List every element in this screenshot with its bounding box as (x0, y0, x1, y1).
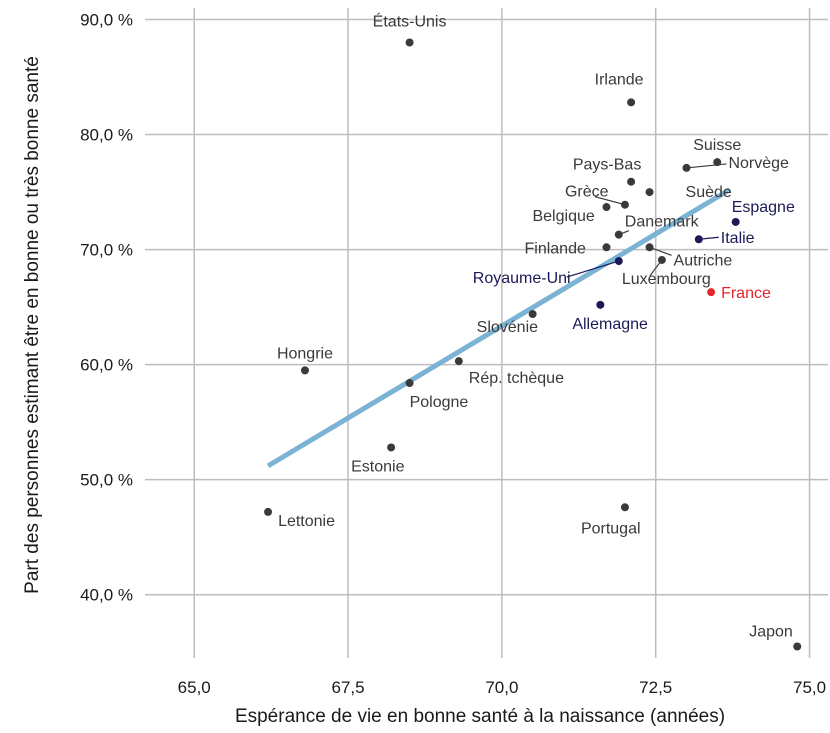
data-point (264, 507, 273, 516)
y-tick-label: 50,0 % (80, 471, 133, 490)
data-point (645, 188, 654, 197)
data-point (694, 235, 703, 244)
data-point (602, 203, 611, 212)
data-point (645, 243, 654, 252)
y-axis-title: Part des personnes estimant être en bonn… (22, 56, 43, 594)
y-tick-label: 80,0 % (80, 126, 133, 145)
point-label: Suisse (693, 137, 741, 154)
x-tick-label: 70,0 (485, 678, 518, 697)
point-label: Norvège (728, 155, 789, 172)
point-label: Lettonie (278, 513, 335, 530)
data-point (596, 300, 605, 309)
y-tick-label: 90,0 % (80, 11, 133, 30)
x-tick-label: 65,0 (178, 678, 211, 697)
point-label: Slovénie (477, 319, 538, 336)
point-label: Hongrie (277, 345, 333, 362)
data-point (793, 642, 802, 651)
data-point (627, 177, 636, 186)
data-point (614, 257, 623, 266)
y-tick-label: 60,0 % (80, 356, 133, 375)
point-label: Pays-Bas (573, 157, 641, 174)
tick-labels: 65,0 67,5 70,0 72,5 75,0 40,0 % 50,0 % 60,0 % 70… (80, 11, 826, 697)
leader-line (566, 260, 619, 278)
point-label: Finlande (524, 240, 585, 257)
point-label: Pologne (410, 394, 469, 411)
data-point (713, 158, 722, 167)
data-point (731, 217, 740, 226)
data-point (387, 443, 396, 452)
x-axis-title: Espérance de vie en bonne santé à la nai… (235, 706, 725, 727)
point-label: Royaume-Uni (473, 270, 571, 287)
data-point (682, 163, 691, 172)
x-tick-label: 72,5 (639, 678, 672, 697)
point-label: Italie (721, 230, 755, 247)
data-point (405, 38, 414, 47)
trend-line (266, 187, 731, 469)
data-point (300, 366, 309, 375)
point-label: Espagne (732, 199, 795, 216)
point-label: Luxembourg (622, 271, 711, 288)
data-point (602, 243, 611, 252)
data-point (614, 230, 623, 239)
x-tick-label: 75,0 (793, 678, 826, 697)
point-label: États-Unis (373, 12, 447, 31)
data-point (707, 288, 716, 297)
point-label: France (721, 285, 771, 302)
data-point (454, 357, 463, 366)
point-label: Grèce (565, 184, 609, 201)
trend-line-group (266, 187, 731, 469)
point-label: Estonie (351, 458, 404, 475)
y-tick-label: 70,0 % (80, 241, 133, 260)
point-label: Japon (749, 623, 793, 640)
grid-lines (145, 8, 828, 658)
point-label: Irlande (595, 71, 644, 88)
point-label: Autriche (674, 252, 733, 269)
data-points (264, 38, 802, 651)
leader-line (594, 196, 626, 206)
data-point (627, 98, 636, 107)
x-tick-label: 67,5 (332, 678, 365, 697)
y-tick-label: 40,0 % (80, 586, 133, 605)
data-point (657, 255, 666, 264)
point-label: Suède (686, 184, 732, 201)
data-point (620, 200, 629, 209)
point-label: Rép. tchèque (469, 370, 564, 387)
point-label: Allemagne (572, 316, 648, 333)
point-label: Danemark (625, 214, 700, 231)
point-label: Belgique (532, 208, 594, 225)
data-point (405, 379, 414, 388)
point-label: Portugal (581, 520, 641, 537)
data-point (620, 503, 629, 512)
data-point (528, 310, 537, 319)
